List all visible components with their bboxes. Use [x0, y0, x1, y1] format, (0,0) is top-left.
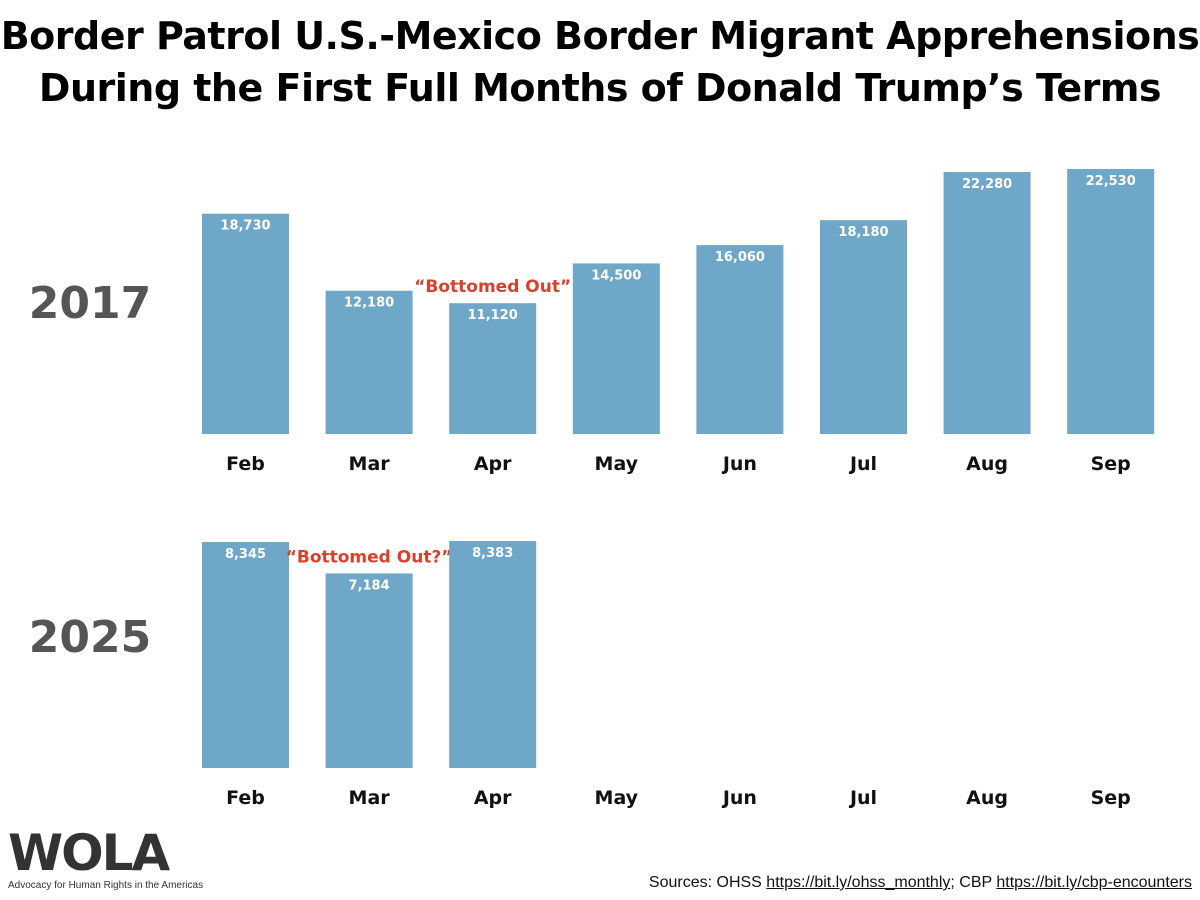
bar-jun [696, 245, 784, 434]
sources-note: Sources: OHSS https://bit.ly/ohss_monthl… [649, 874, 1192, 892]
x-tick-label: Apr [474, 453, 512, 475]
ohss-link[interactable]: https://bit.ly/ohss_monthly [766, 874, 951, 891]
data-label: 8,383 [472, 546, 513, 561]
x-tick-label: Apr [474, 787, 512, 809]
panel-label-2025: 2025 [29, 612, 151, 663]
x-tick-label: Aug [966, 787, 1008, 809]
wola-logo: WOLA Advocacy for Human Rights in the Am… [8, 828, 203, 891]
data-label: 18,180 [838, 225, 888, 240]
x-tick-label: Feb [226, 453, 265, 475]
cbp-link[interactable]: https://bit.ly/cbp-encounters [996, 874, 1192, 891]
bar-feb [202, 542, 289, 768]
x-tick-label: Sep [1091, 453, 1131, 475]
data-label: 18,730 [220, 219, 270, 234]
x-tick-label: Aug [966, 453, 1008, 475]
bar-mar [325, 290, 413, 434]
bar-sep [1067, 169, 1155, 434]
x-tick-label: Sep [1091, 787, 1131, 809]
data-label: 8,345 [225, 547, 266, 562]
data-label: 22,530 [1086, 174, 1136, 189]
x-tick-label: Mar [349, 453, 391, 475]
x-tick-label: May [595, 787, 639, 809]
bar-jul [820, 220, 907, 434]
bar-aug [943, 171, 1031, 434]
chart-title: Border Patrol U.S.-Mexico Border Migrant… [0, 10, 1200, 114]
data-label: 12,180 [344, 296, 394, 311]
bar-feb [202, 213, 289, 434]
bar-mar [325, 573, 413, 768]
annotation: “Bottomed Out” [414, 277, 571, 297]
title-line-1: Border Patrol U.S.-Mexico Border Migrant… [0, 14, 1200, 58]
x-tick-label: Jun [721, 787, 757, 809]
data-label: 16,060 [715, 250, 765, 265]
logo-tagline: Advocacy for Human Rights in the America… [8, 880, 204, 891]
title-line-2: During the First Full Months of Donald T… [38, 66, 1162, 110]
logo-wordmark: WOLA [8, 824, 170, 882]
x-tick-label: Jul [848, 453, 877, 475]
sources-prefix: Sources: OHSS [648, 874, 767, 891]
x-tick-label: Jun [721, 453, 757, 475]
x-tick-label: Feb [226, 787, 265, 809]
x-tick-label: Mar [349, 787, 391, 809]
panel-label-2017: 2017 [29, 278, 151, 329]
bar-apr [449, 303, 537, 434]
bar-apr [449, 541, 537, 768]
bar-may [572, 263, 660, 434]
data-label: 7,184 [349, 578, 390, 593]
x-tick-label: Jul [848, 787, 877, 809]
annotation: “Bottomed Out?” [286, 547, 453, 567]
x-tick-label: May [595, 453, 639, 475]
data-label: 22,280 [962, 177, 1012, 192]
sources-mid: ; CBP [950, 874, 997, 891]
data-label: 11,120 [468, 308, 518, 323]
data-label: 14,500 [591, 268, 641, 283]
